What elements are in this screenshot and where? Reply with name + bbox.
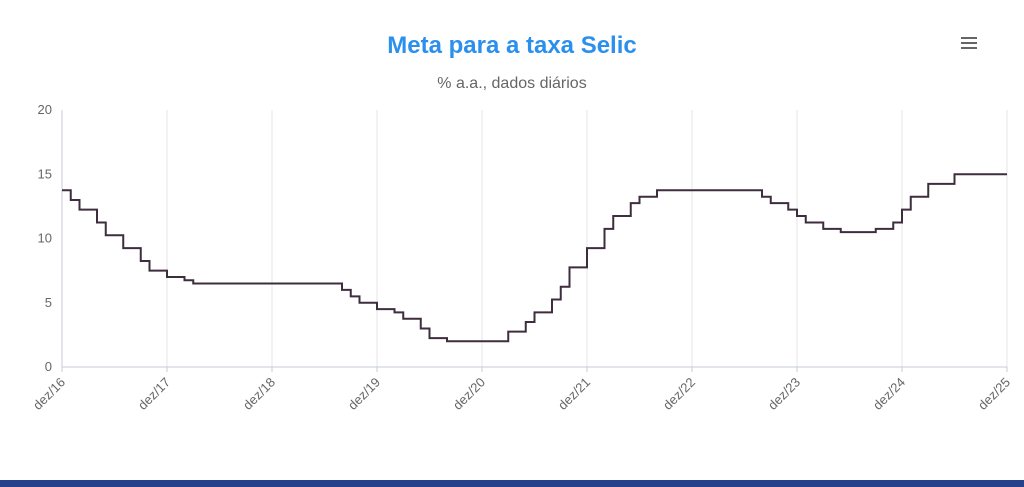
chart-subtitle: % a.a., dados diários xyxy=(437,75,587,92)
x-axis-label: dez/24 xyxy=(870,375,908,413)
hamburger-bar xyxy=(961,37,977,39)
x-axis-label: dez/25 xyxy=(975,375,1013,413)
hamburger-bar xyxy=(961,47,977,49)
footer-bar xyxy=(0,480,1024,487)
y-axis-label: 0 xyxy=(45,359,52,374)
y-axis-label: 10 xyxy=(38,231,52,246)
y-axis-label: 5 xyxy=(45,295,52,310)
hamburger-bar xyxy=(961,42,977,44)
x-axis-label: dez/23 xyxy=(765,375,803,413)
x-axis-label: dez/18 xyxy=(240,375,278,413)
hamburger-icon xyxy=(960,37,978,49)
chart-title: Meta para a taxa Selic xyxy=(387,32,637,59)
series-line xyxy=(62,173,1007,343)
x-axis-label: dez/22 xyxy=(660,375,698,413)
x-axis-label: dez/17 xyxy=(135,375,173,413)
x-axis-label: dez/21 xyxy=(555,375,593,413)
x-axis-label: dez/20 xyxy=(450,375,488,413)
export-menu-button[interactable] xyxy=(954,30,984,56)
x-axis-label: dez/16 xyxy=(30,375,68,413)
y-axis-label: 20 xyxy=(38,102,52,117)
y-axis-label: 15 xyxy=(38,166,52,181)
x-axis-label: dez/19 xyxy=(345,375,383,413)
